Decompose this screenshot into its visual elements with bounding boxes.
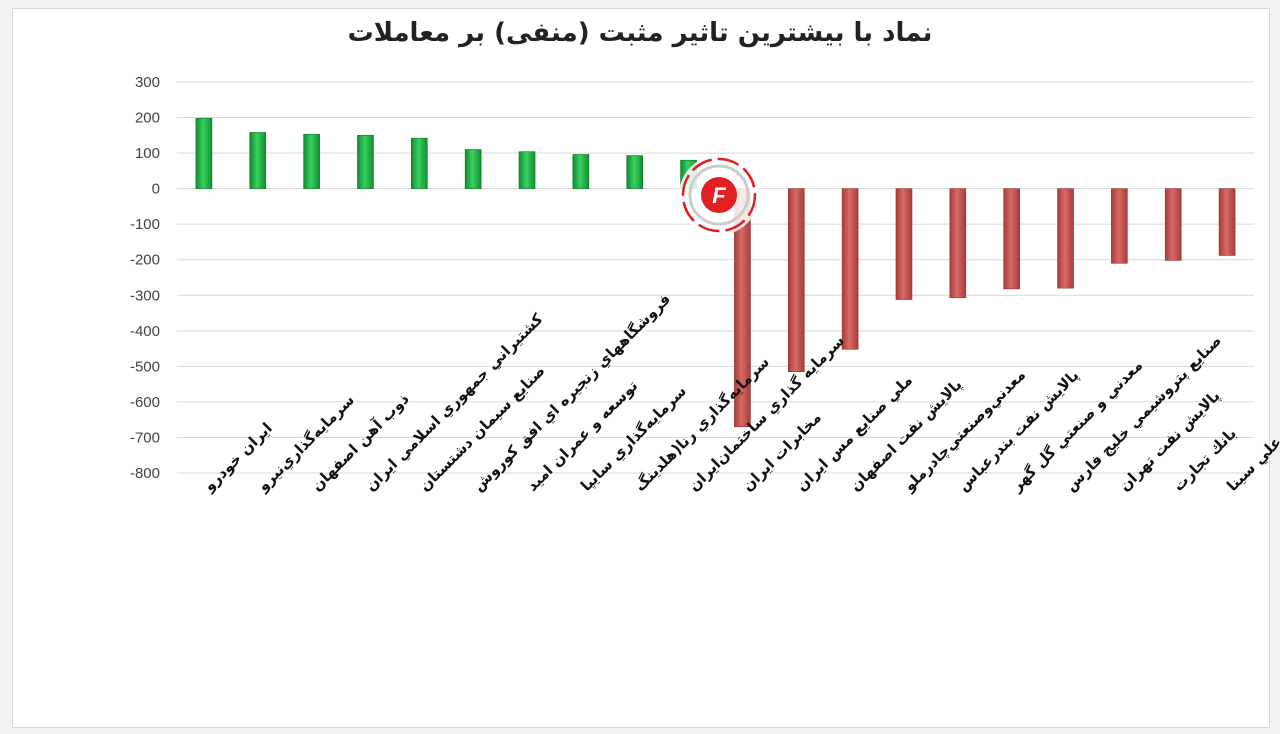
y-tick-label: -700 [130,429,160,446]
bar [841,188,859,350]
chart-title: نماد با بیشترین تاثیر مثبت (منفی) بر معا… [347,18,933,48]
y-tick-label: 0 [152,181,160,198]
bar [572,154,590,189]
bar [411,137,428,189]
bar [787,188,805,372]
bar [1218,188,1236,256]
y-tick-label: -200 [130,252,160,269]
y-tick-label: -500 [130,358,160,375]
bar [249,132,267,189]
brand-logo: F [679,155,759,235]
category-label: پالايش نفت تهران [1115,387,1224,496]
bar [1111,188,1128,264]
bar [303,133,320,189]
y-tick-label: -100 [130,216,160,233]
chart-frame [12,8,1270,728]
bar [1164,188,1182,261]
bar [195,117,213,189]
bars [195,117,1236,428]
bar [518,151,536,189]
y-tick-label: -400 [130,323,160,340]
y-axis-ticks: 300 200 100 0 -100 -200 -300 -400 -500 -600 -700 -8… [130,74,160,482]
y-tick-label: -600 [130,394,160,411]
bar [464,149,482,189]
bar [626,155,644,189]
category-label: فروشگاههاي زنجيره اي افق كوروش [469,290,675,496]
logo-letter: F [712,183,726,208]
y-tick-label: -800 [130,465,160,482]
bar [949,188,967,299]
gridlines [177,81,1254,474]
y-tick-label: 100 [135,145,160,162]
bar [1003,188,1020,290]
y-tick-label: 200 [135,110,160,127]
bar [895,188,913,300]
bar [1057,188,1074,289]
y-tick-label: 300 [135,74,160,91]
category-label: سرمايه‌گذاري‌نيرو [253,391,358,496]
bar [357,135,374,189]
category-label: ذوب آهن اصفهان [308,390,413,495]
y-tick-label: -300 [130,287,160,304]
